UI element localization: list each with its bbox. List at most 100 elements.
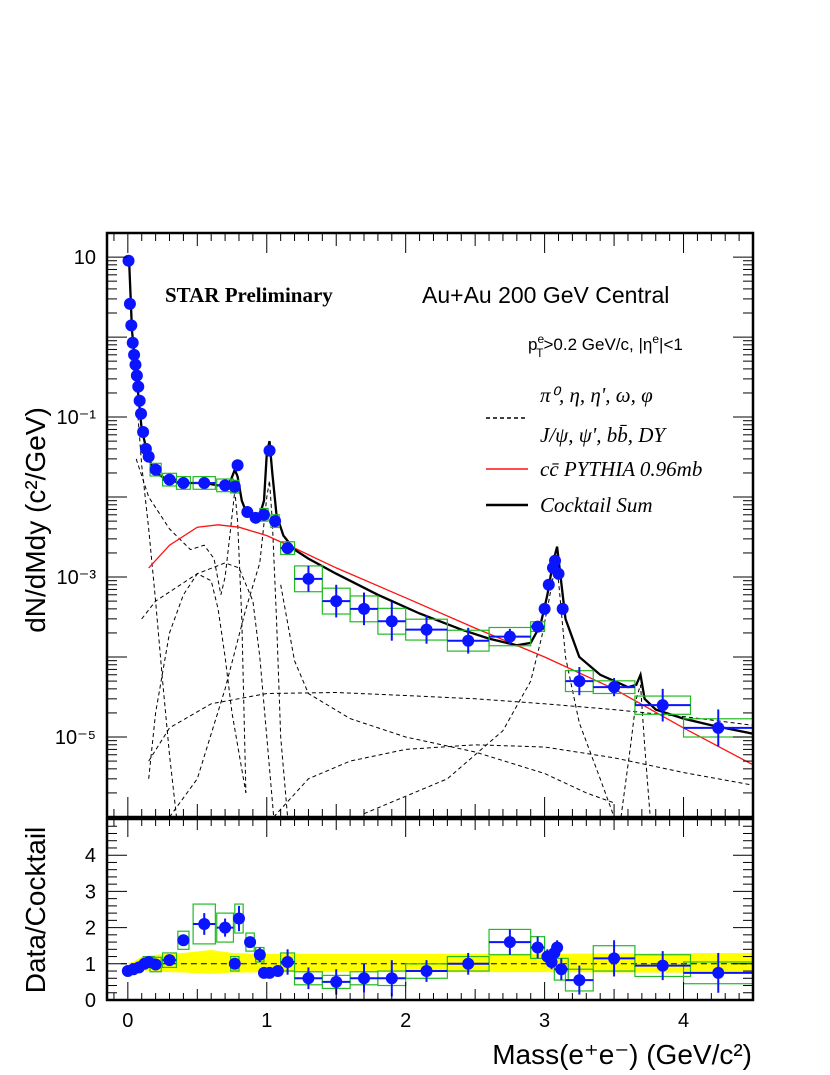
ratio-point-23 (462, 957, 475, 970)
data-point-33 (531, 620, 544, 633)
ratio-y-tick-label-3: 3 (85, 881, 96, 903)
data-point-32 (503, 630, 516, 643)
data-point-8 (133, 394, 146, 407)
data-point-3 (126, 336, 139, 349)
component-curve-2 (148, 573, 247, 793)
ratio-point-19 (330, 975, 343, 988)
ratio-point-20 (358, 972, 371, 985)
data-point-42 (656, 699, 669, 712)
data-point-12 (142, 450, 155, 463)
ratio-point-29 (551, 941, 564, 954)
ratio-point-5 (149, 958, 162, 971)
component-curve-3 (169, 480, 289, 817)
component-curve-0 (128, 262, 177, 817)
ratio-point-6 (163, 954, 176, 967)
ratio-point-9 (219, 921, 232, 934)
ratio-plot: 0 1 2 3 4 (85, 817, 755, 1012)
ratio-y-tick-label-1: 1 (85, 954, 96, 976)
data-point-35 (542, 578, 555, 591)
data-point-4 (128, 348, 141, 361)
legend-entry-ccbar: cc̄ PYTHIA 0.96mb (540, 457, 702, 481)
data-points (122, 254, 753, 747)
ratio-point-25 (531, 941, 544, 954)
data-point-2 (125, 319, 138, 332)
data-point-22 (257, 508, 270, 521)
ratio-point-11 (232, 912, 245, 925)
data-point-40 (573, 675, 586, 688)
legend: π⁰, η, η', ω, φ J/ψ, ψ', bb̄, DY cc̄ PYT… (486, 383, 702, 517)
main-plot-border (105, 231, 755, 819)
ratio-point-31 (573, 974, 586, 987)
component-curve-1 (135, 458, 247, 793)
ratio-y-tick-label-4: 4 (85, 845, 96, 867)
data-point-5 (129, 358, 142, 371)
data-point-28 (358, 602, 371, 615)
ratio-y-tick-label-0: 0 (85, 990, 96, 1012)
experiment-label: STAR Preliminary (165, 283, 333, 307)
ratio-point-16 (271, 965, 284, 978)
data-point-7 (132, 380, 145, 393)
data-point-18 (228, 480, 241, 493)
data-point-1 (123, 297, 136, 310)
data-point-0 (122, 254, 135, 267)
data-point-17 (219, 479, 232, 492)
ratio-point-17 (281, 955, 294, 968)
y-axis-title-ratio: Data/Cocktail (20, 827, 51, 994)
ratio-point-7 (177, 934, 190, 947)
data-point-31 (462, 634, 475, 647)
ratio-point-10 (228, 957, 241, 970)
data-point-43 (712, 721, 725, 734)
ratio-point-21 (385, 972, 398, 985)
data-point-23 (263, 444, 276, 457)
ratio-point-18 (302, 972, 315, 985)
ratio-y-tick-labels: 0 1 2 3 4 (85, 845, 96, 1012)
ratio-point-24 (503, 936, 516, 949)
ratio-point-32 (608, 952, 621, 965)
ratio-point-22 (420, 965, 433, 978)
ratio-point-12 (244, 936, 257, 949)
component-curve-6 (273, 744, 753, 817)
data-point-25 (281, 542, 294, 555)
system-label: Au+Au 200 GeV Central (422, 282, 669, 308)
data-point-19 (231, 459, 244, 472)
ratio-y-tick-label-2: 2 (85, 918, 96, 940)
legend-entry-light-mesons: π⁰, η, η', ω, φ (540, 383, 653, 407)
ratio-plot-border (105, 817, 755, 1002)
ratio-point-13 (253, 948, 266, 961)
component-curve-7 (280, 584, 615, 804)
main-plot: 10 10⁻¹ 10⁻³ 10⁻⁵ STAR Preliminary Au+Au 20… (55, 231, 755, 819)
data-point-13 (149, 463, 162, 476)
x-tick-label-4: 4 (678, 1010, 689, 1032)
x-tick-label-2: 2 (400, 1010, 411, 1032)
main-plot-frame (107, 233, 753, 817)
component-curve-5 (148, 691, 753, 762)
y-tick-label-2: 10⁻³ (57, 567, 97, 589)
x-tick-label-3: 3 (539, 1010, 550, 1032)
y-tick-label-0: 10 (74, 247, 96, 269)
main-y-tick-labels: 10 10⁻¹ 10⁻³ 10⁻⁵ (55, 247, 96, 749)
y-tick-label-3: 10⁻⁵ (55, 727, 96, 749)
data-point-6 (130, 369, 143, 382)
ratio-point-8 (198, 917, 211, 930)
data-point-10 (137, 426, 150, 439)
data-point-16 (198, 476, 211, 489)
y-tick-label-1: 10⁻¹ (57, 407, 97, 429)
x-tick-labels: 0 1 2 3 4 (122, 1010, 689, 1032)
x-axis-title: Mass(e⁺e⁻) (GeV/c²) (492, 1039, 752, 1070)
component-curves (128, 262, 753, 817)
data-point-29 (385, 615, 398, 628)
data-point-41 (608, 681, 621, 694)
legend-entry-cocktail: Cocktail Sum (540, 493, 653, 517)
ratio-data-points (121, 905, 753, 997)
x-tick-label-1: 1 (261, 1010, 272, 1032)
ratio-point-30 (555, 963, 568, 976)
component-curve-9 (620, 684, 651, 817)
data-point-34 (538, 602, 551, 615)
ccbar-pythia-curve (148, 524, 753, 766)
x-tick-label-0: 0 (122, 1010, 133, 1032)
data-point-37 (549, 554, 562, 567)
data-point-26 (302, 572, 315, 585)
data-point-9 (135, 407, 148, 420)
ratio-point-34 (712, 966, 725, 979)
data-point-27 (330, 595, 343, 608)
